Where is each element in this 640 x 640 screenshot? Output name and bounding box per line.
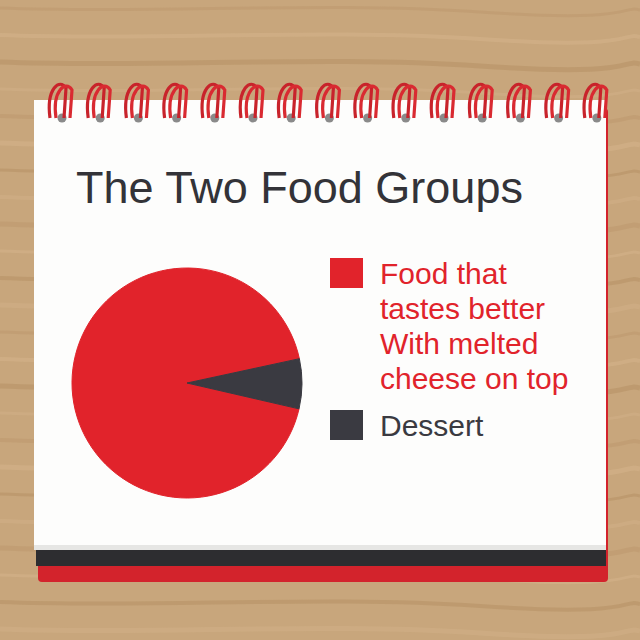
spiral-ring: [202, 84, 219, 118]
spiral-ring: [584, 84, 601, 118]
spiral-ring: [87, 84, 104, 118]
spiral-ring: [278, 84, 295, 118]
legend-swatch: [330, 410, 363, 440]
spiral-ring: [93, 86, 110, 118]
spiral-ring: [361, 86, 378, 118]
legend-label: Food thattastes betterWith meltedcheese …: [380, 257, 568, 395]
legend: Food thattastes betterWith meltedcheese …: [330, 257, 568, 442]
spiral-ring: [55, 86, 72, 118]
legend-label-line: Food that: [380, 257, 507, 290]
wood-table: [0, 0, 640, 640]
chart-title: The Two Food Groups: [76, 162, 523, 213]
wood-grain: [0, 601, 640, 609]
wood-grain: [0, 34, 640, 42]
spiral-ring: [469, 84, 486, 118]
legend-label-line: With melted: [380, 327, 538, 360]
chart-photo: The Two Food Groups Food thattastes bette…: [0, 0, 640, 640]
pie: [72, 268, 302, 498]
spiral-ring: [546, 84, 563, 118]
spiral-ring: [208, 86, 225, 118]
spiral-ring: [590, 86, 607, 118]
page-stack: [36, 548, 606, 566]
spiral-ring: [284, 86, 301, 118]
wood-grain: [0, 628, 640, 636]
spiral-ring: [164, 84, 181, 118]
spiral-ring: [323, 86, 340, 118]
legend-swatch: [330, 258, 363, 288]
spiral-ring: [399, 86, 416, 118]
spiral-ring: [475, 86, 492, 118]
wood-grain: [0, 7, 640, 15]
spiral-ring: [514, 86, 531, 118]
legend-label-line: cheese on top: [380, 362, 568, 395]
spiral-ring: [170, 86, 187, 118]
legend-label-line: tastes better: [380, 292, 545, 325]
notebook-page: [34, 100, 606, 550]
spiral-ring: [355, 84, 372, 118]
spiral-ring: [431, 84, 448, 118]
page-edge: [34, 545, 606, 550]
legend-label-line: Dessert: [380, 409, 484, 442]
spiral-ring: [246, 86, 263, 118]
wood-grain: [0, 61, 640, 69]
legend-label: Dessert: [380, 409, 484, 442]
spiral-ring: [240, 84, 257, 118]
spiral-ring: [126, 84, 143, 118]
spiral-ring: [317, 84, 334, 118]
spiral-ring: [132, 86, 149, 118]
spiral-ring: [437, 86, 454, 118]
spiral-ring: [552, 86, 569, 118]
spiral-ring: [393, 84, 410, 118]
spiral-ring: [49, 84, 66, 118]
pie-slice: [187, 359, 302, 409]
spiral-ring: [508, 84, 525, 118]
